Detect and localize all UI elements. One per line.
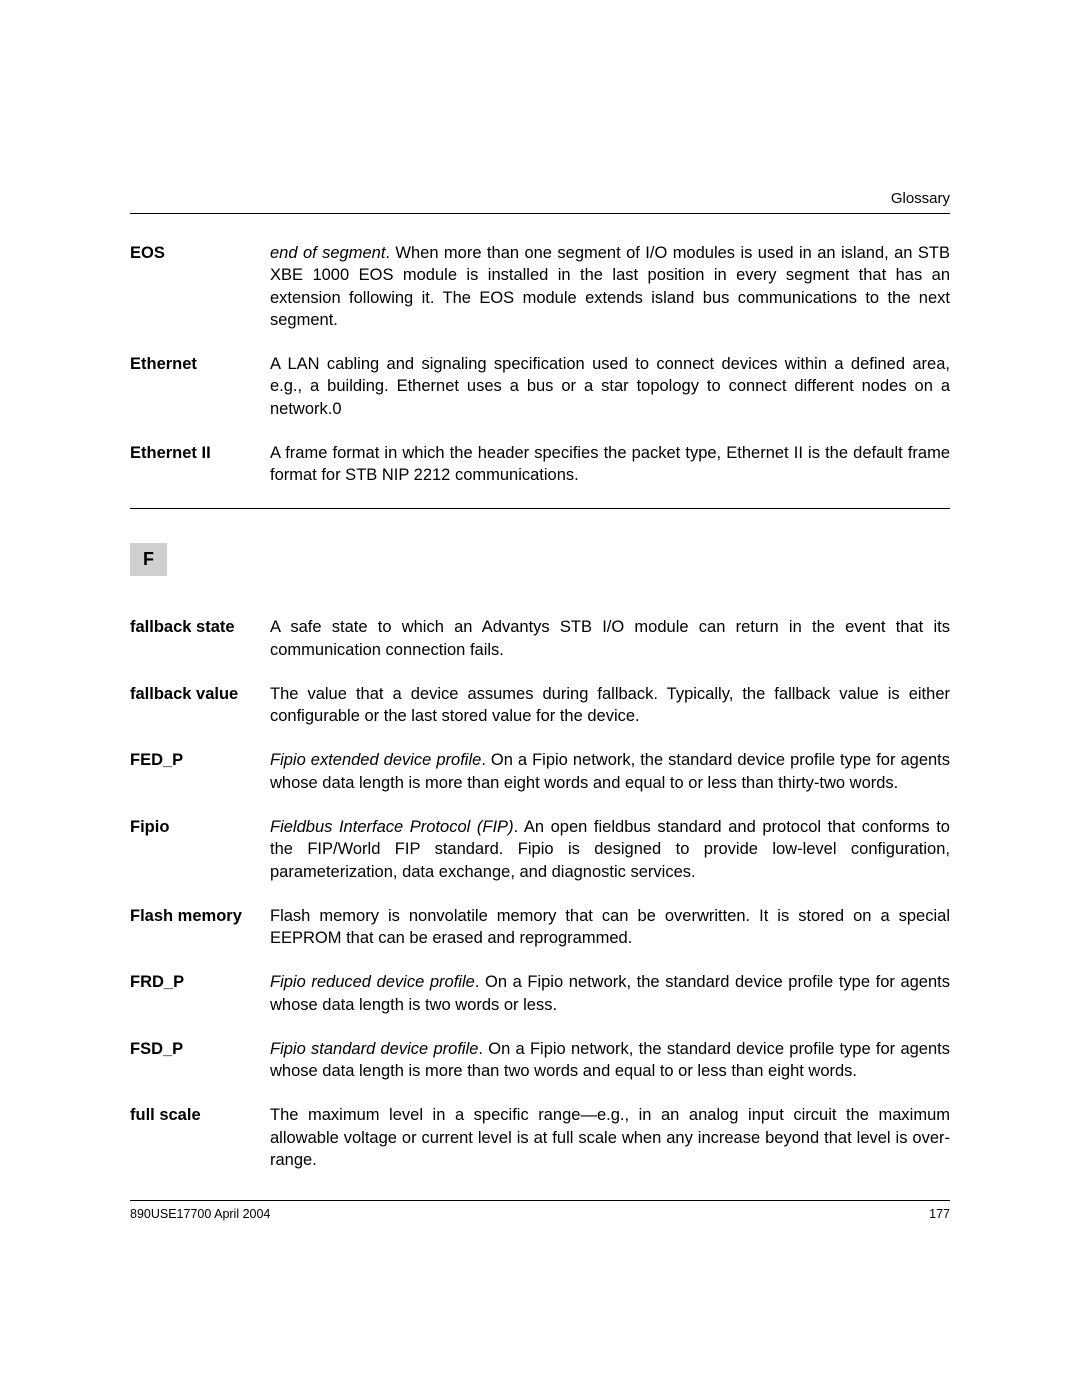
definition: Fipio reduced device profile. On a Fipio…: [270, 971, 950, 1016]
definition-text: A LAN cabling and signaling specificatio…: [270, 355, 950, 418]
rule-top: [130, 213, 950, 214]
definition: Fipio standard device profile. On a Fipi…: [270, 1038, 950, 1083]
glossary-entry: FRD_PFipio reduced device profile. On a …: [130, 971, 950, 1016]
term: FSD_P: [130, 1038, 270, 1083]
definition: end of segment. When more than one segme…: [270, 242, 950, 331]
italic-lead: Fieldbus Interface Protocol (FIP): [270, 818, 514, 836]
term: EOS: [130, 242, 270, 331]
page-content: Glossary EOSend of segment. When more th…: [130, 190, 950, 1193]
term: Flash memory: [130, 905, 270, 950]
definition-text: Flash memory is nonvolatile memory that …: [270, 907, 950, 947]
definition: Flash memory is nonvolatile memory that …: [270, 905, 950, 950]
definition: A safe state to which an Advantys STB I/…: [270, 616, 950, 661]
glossary-entry: FipioFieldbus Interface Protocol (FIP). …: [130, 816, 950, 883]
definition: A LAN cabling and signaling specificatio…: [270, 353, 950, 420]
definition: The maximum level in a specific range—e.…: [270, 1104, 950, 1171]
footer: 890USE17700 April 2004 177: [130, 1182, 950, 1221]
header-label: Glossary: [130, 190, 950, 207]
glossary-entry: fallback valueThe value that a device as…: [130, 683, 950, 728]
definition: A frame format in which the header speci…: [270, 442, 950, 487]
glossary-entry: Flash memoryFlash memory is nonvolatile …: [130, 905, 950, 950]
term: full scale: [130, 1104, 270, 1171]
definition-text: The maximum level in a specific range—e.…: [270, 1106, 950, 1169]
glossary-entry: full scaleThe maximum level in a specifi…: [130, 1104, 950, 1171]
glossary-entry: FSD_PFipio standard device profile. On a…: [130, 1038, 950, 1083]
rule-bottom: [130, 1200, 950, 1201]
footer-left: 890USE17700 April 2004: [130, 1207, 270, 1221]
definition: Fieldbus Interface Protocol (FIP). An op…: [270, 816, 950, 883]
term: FRD_P: [130, 971, 270, 1016]
italic-lead: end of segment: [270, 244, 385, 262]
entries-top: EOSend of segment. When more than one se…: [130, 242, 950, 486]
section-letter: F: [130, 543, 167, 576]
italic-lead: Fipio extended device profile: [270, 751, 481, 769]
term: fallback state: [130, 616, 270, 661]
definition-text: A safe state to which an Advantys STB I/…: [270, 618, 950, 658]
term: Fipio: [130, 816, 270, 883]
italic-lead: Fipio standard device profile: [270, 1040, 478, 1058]
glossary-entry: fallback stateA safe state to which an A…: [130, 616, 950, 661]
term: FED_P: [130, 749, 270, 794]
definition-text: The value that a device assumes during f…: [270, 685, 950, 725]
term: Ethernet II: [130, 442, 270, 487]
glossary-entry: EOSend of segment. When more than one se…: [130, 242, 950, 331]
term: Ethernet: [130, 353, 270, 420]
term: fallback value: [130, 683, 270, 728]
rule-section: [130, 508, 950, 509]
footer-right: 177: [929, 1207, 950, 1221]
definition-text: A frame format in which the header speci…: [270, 444, 950, 484]
entries-f: fallback stateA safe state to which an A…: [130, 616, 950, 1171]
glossary-entry: FED_PFipio extended device profile. On a…: [130, 749, 950, 794]
definition: The value that a device assumes during f…: [270, 683, 950, 728]
italic-lead: Fipio reduced device profile: [270, 973, 475, 991]
definition: Fipio extended device profile. On a Fipi…: [270, 749, 950, 794]
glossary-entry: EthernetA LAN cabling and signaling spec…: [130, 353, 950, 420]
glossary-entry: Ethernet IIA frame format in which the h…: [130, 442, 950, 487]
